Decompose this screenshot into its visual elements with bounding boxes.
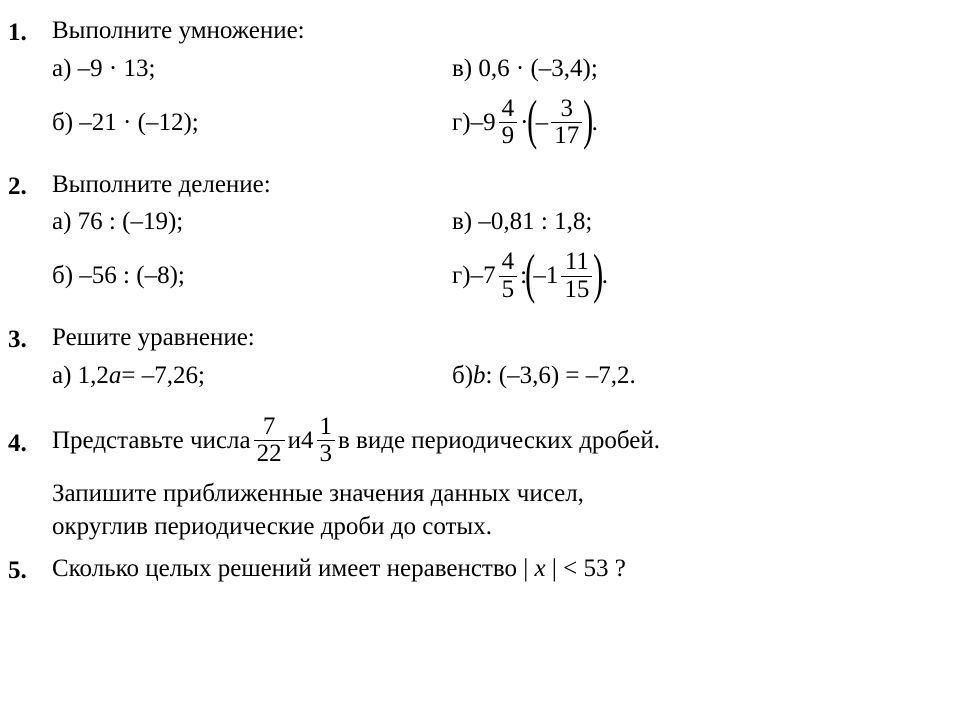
label-g: г) xyxy=(452,259,471,293)
numerator: 3 xyxy=(551,96,582,123)
whole: 4 xyxy=(301,424,314,458)
subrow-1: а) 76 : (–19); в) –0,81 : 1,8; xyxy=(52,205,940,239)
left-paren-icon: ( xyxy=(525,246,535,301)
problem-number: 2. xyxy=(8,168,52,204)
problem-title: Решите уравнение: xyxy=(52,321,940,355)
numerator: 4 xyxy=(499,249,518,276)
denominator: 15 xyxy=(561,277,592,303)
item-v: в) 0,6 · (–3,4); xyxy=(452,52,940,86)
problem-2: 2. Выполните деление: а) 76 : (–19); в) … xyxy=(8,168,940,314)
text: Сколько целых решений имеет неравенство … xyxy=(52,555,534,582)
problem-number: 1. xyxy=(8,14,52,50)
problem-body: Представьте числа 7 22 и 4 1 3 в виде пе… xyxy=(52,411,940,545)
text: б) xyxy=(452,359,473,393)
subrow-1: а) 1,2a = –7,26; б) b : (–3,6) = –7,2. xyxy=(52,359,940,393)
item-a: а) 1,2a = –7,26; xyxy=(52,359,452,393)
right-paren-icon: ) xyxy=(583,92,593,147)
minus: – xyxy=(471,106,484,140)
item-b: б) b : (–3,6) = –7,2. xyxy=(452,359,940,393)
text: и xyxy=(288,424,301,458)
problem-number: 3. xyxy=(8,321,52,357)
whole: 1 xyxy=(546,259,559,293)
fraction: 3 17 xyxy=(551,96,582,150)
mixed-fraction: 7 4 5 xyxy=(483,249,520,303)
problem-body: Сколько целых решений имеет неравенство … xyxy=(52,552,940,586)
mixed-fraction: 4 1 3 xyxy=(301,414,338,468)
line-1: Представьте числа 7 22 и 4 1 3 в виде пе… xyxy=(52,411,940,471)
item-v: в) –0,81 : 1,8; xyxy=(452,205,940,239)
numerator: 7 xyxy=(254,414,285,441)
denominator: 17 xyxy=(551,123,582,149)
minus: – xyxy=(533,259,546,293)
variable-x: х xyxy=(534,555,545,582)
minus: – xyxy=(536,106,549,140)
fraction: 4 5 xyxy=(499,249,518,303)
text: а) 1,2 xyxy=(52,359,109,393)
problem-title: Выполните умножение: xyxy=(52,14,940,48)
right-paren-icon: ) xyxy=(593,246,603,301)
denominator: 5 xyxy=(499,277,518,303)
problem-3: 3. Решите уравнение: а) 1,2a = –7,26; б)… xyxy=(8,321,940,397)
whole: 9 xyxy=(483,106,496,140)
problem-body: Выполните деление: а) 76 : (–19); в) –0,… xyxy=(52,168,940,314)
mixed-fraction: 9 4 9 xyxy=(483,96,520,150)
mixed-fraction: 1 11 15 xyxy=(546,249,596,303)
subrow-1: а) –9 · 13; в) 0,6 · (–3,4); xyxy=(52,52,940,86)
numerator: 11 xyxy=(561,249,592,276)
problem-1: 1. Выполните умножение: а) –9 · 13; в) 0… xyxy=(8,14,940,160)
item-b: б) –21 · (–12); xyxy=(52,90,452,156)
subrow-2: б) –21 · (–12); г) – 9 4 9 · ( – xyxy=(52,90,940,156)
problem-number: 4. xyxy=(8,411,52,461)
text: = –7,26; xyxy=(121,359,205,393)
problem-number: 5. xyxy=(8,552,52,588)
text: : (–3,6) = –7,2. xyxy=(486,359,636,393)
fraction: 1 3 xyxy=(317,414,336,468)
text: Представьте числа xyxy=(52,424,251,458)
text: | < 53 ? xyxy=(546,555,626,582)
item-g: г) – 7 4 5 : ( – 1 xyxy=(452,243,940,309)
problem-title: Выполните деление: xyxy=(52,168,940,202)
fraction: 4 9 xyxy=(499,96,518,150)
subrow-2: б) –56 : (–8); г) – 7 4 5 : ( – xyxy=(52,243,940,309)
item-b: б) –56 : (–8); xyxy=(52,243,452,309)
fraction: 7 22 xyxy=(254,414,285,468)
line-2: Запишите приближенные значения данных чи… xyxy=(52,477,940,511)
denominator: 22 xyxy=(254,441,285,467)
problem-body: Решите уравнение: а) 1,2a = –7,26; б) b … xyxy=(52,321,940,397)
problem-body: Выполните умножение: а) –9 · 13; в) 0,6 … xyxy=(52,14,940,160)
variable-a: a xyxy=(109,359,122,393)
whole: 7 xyxy=(483,259,496,293)
label-g: г) xyxy=(452,106,471,140)
item-a: а) –9 · 13; xyxy=(52,52,452,86)
numerator: 1 xyxy=(317,414,336,441)
minus: – xyxy=(471,259,484,293)
item-a: а) 76 : (–19); xyxy=(52,205,452,239)
line-3: округлив периодические дроби до сотых. xyxy=(52,510,940,544)
problem-5: 5. Сколько целых решений имеет неравенст… xyxy=(8,552,940,588)
problem-4: 4. Представьте числа 7 22 и 4 1 3 в виде… xyxy=(8,411,940,545)
denominator: 3 xyxy=(317,441,336,467)
text: в виде периодических дробей. xyxy=(338,424,660,458)
numerator: 4 xyxy=(499,96,518,123)
denominator: 9 xyxy=(499,123,518,149)
variable-b: b xyxy=(473,359,486,393)
item-g: г) – 9 4 9 · ( – 3 17 xyxy=(452,90,940,156)
fraction: 11 15 xyxy=(561,249,592,303)
left-paren-icon: ( xyxy=(528,92,538,147)
